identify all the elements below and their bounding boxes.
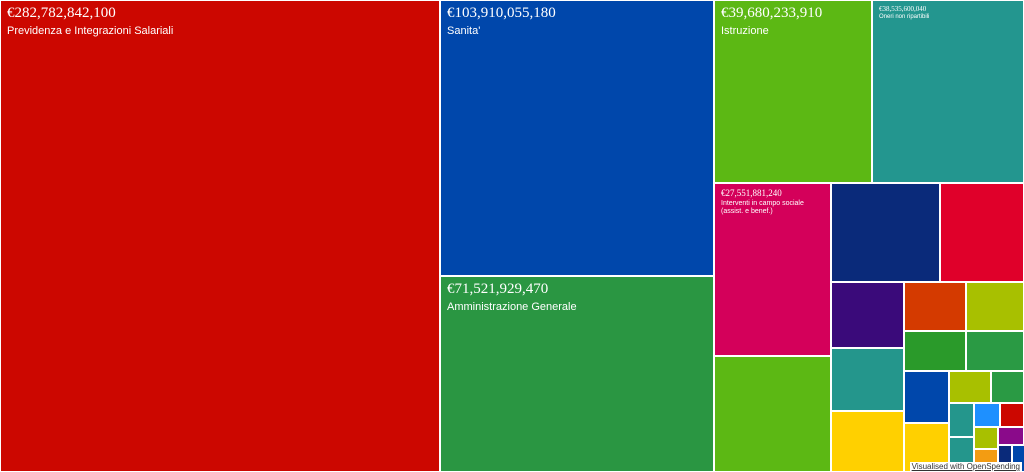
treemap-cell[interactable] <box>998 427 1024 445</box>
value-label: €71,521,929,470 <box>447 281 549 297</box>
treemap-cell[interactable] <box>966 282 1024 331</box>
treemap-cell[interactable] <box>966 331 1024 371</box>
treemap-cell[interactable] <box>949 371 991 403</box>
treemap-cell[interactable] <box>831 282 904 348</box>
value-label: €282,782,842,100 <box>7 5 116 21</box>
treemap-cell[interactable]: €71,521,929,470 Amministrazione Generale <box>440 276 714 472</box>
treemap-cell[interactable] <box>831 348 904 411</box>
value-label: €38,535,600,040 <box>879 5 927 13</box>
category-label: Interventi in campo sociale (assist. e b… <box>721 200 804 216</box>
category-label: Previdenza e Integrazioni Salariali <box>7 25 174 37</box>
treemap-cell[interactable]: €39,680,233,910 Istruzione <box>714 0 872 183</box>
treemap-cell[interactable]: €27,551,881,240 Interventi in campo socia… <box>714 183 831 356</box>
treemap-cell[interactable] <box>831 183 940 282</box>
treemap-cell[interactable] <box>714 356 831 472</box>
treemap-cell[interactable] <box>904 282 966 331</box>
value-label: €27,551,881,240 <box>721 188 782 198</box>
treemap-cell[interactable] <box>904 371 949 423</box>
treemap-cell[interactable]: €103,910,055,180 Sanita' <box>440 0 714 276</box>
treemap-cell[interactable] <box>940 183 1024 282</box>
category-label: Istruzione <box>721 25 769 37</box>
treemap-cell[interactable] <box>991 371 1024 403</box>
value-label: €103,910,055,180 <box>447 5 556 21</box>
value-label: €39,680,233,910 <box>721 5 823 21</box>
treemap-cell[interactable]: €282,782,842,100 Previdenza e Integrazion… <box>0 0 440 472</box>
treemap-cell[interactable] <box>974 403 1000 427</box>
treemap-cell[interactable] <box>904 331 966 371</box>
treemap-cell[interactable] <box>1000 403 1024 427</box>
footer-link[interactable]: Visualised with OpenSpending <box>909 462 1022 471</box>
treemap-cell[interactable] <box>949 403 974 437</box>
category-label: Oneri non ripartibili <box>879 14 930 20</box>
category-label: Sanita' <box>447 25 481 37</box>
treemap-cell[interactable]: €38,535,600,040 Oneri non ripartibili <box>872 0 1024 183</box>
category-label: Amministrazione Generale <box>447 301 577 313</box>
treemap-cell[interactable] <box>974 427 998 449</box>
treemap-cell[interactable] <box>831 411 904 472</box>
